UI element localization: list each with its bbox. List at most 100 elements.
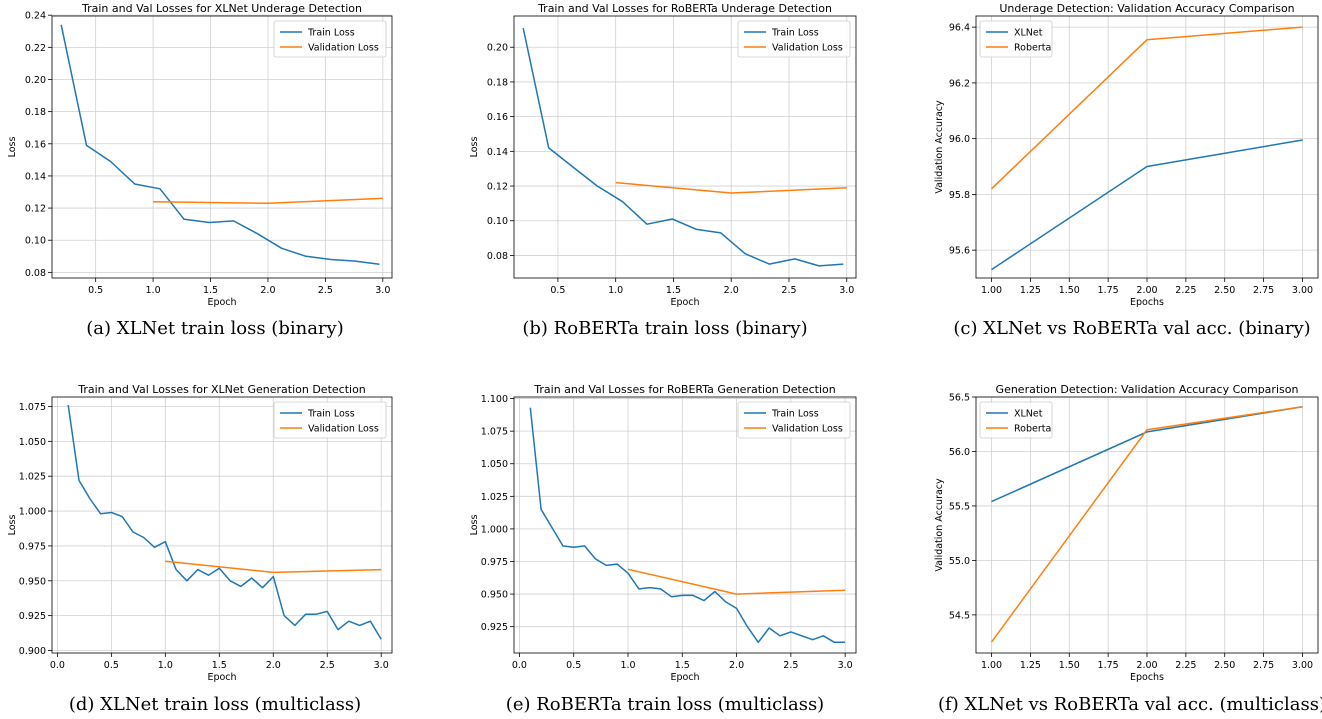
chart-a-xlabel: Epoch [207,297,236,308]
chart-b-legend-label-1: Validation Loss [772,43,843,54]
chart-d-ytick-label-1: 0.925 [19,611,46,622]
chart-f: 1.00 1.25 1.50 1.75 2.00 2.25 2.50 2.75 3.00 54.5… [934,383,1319,683]
chart-d-ytick-label-5: 1.025 [19,472,46,483]
chart-d-ytick-label-2: 0.950 [19,576,46,587]
chart-e-ytick-label-7: 1.100 [481,394,508,405]
chart-c-xtick-label-4: 2.00 [1136,285,1157,296]
chart-a-ytick-label-4: 0.16 [25,139,46,150]
chart-a-xtick-label-0: 0.5 [88,285,103,296]
chart-d-ytick-label-6: 1.050 [19,437,46,448]
chart-a-series-0-line [60,24,380,266]
chart-e-xtick-label-4: 2.0 [729,660,744,671]
chart-f-frame [975,396,1319,654]
chart-a-title: Train and Val Losses for XLNet Underage … [81,2,362,15]
chart-a-ytick-label-2: 0.12 [25,204,46,215]
chart-d-series-0-line [67,404,382,640]
chart-b-xtick-label-3: 2.0 [724,285,739,296]
chart-b-ytick-label-6: 0.20 [487,43,508,54]
chart-f-ytick-label-1: 55.0 [949,556,970,567]
chart-c-legend-box [979,20,1053,58]
chart-d-legend-box [273,401,387,439]
chart-f-ytick-label-4: 56.5 [949,393,970,404]
chart-b-title: Train and Val Losses for RoBERTa Underag… [537,2,832,15]
chart-a-frame [51,15,393,279]
chart-b-ytick-label-3: 0.14 [487,147,508,158]
chart-d-xtick-label-0: 0.0 [50,660,65,671]
caption-d: (d) XLNet train loss (multiclass) [68,694,362,715]
chart-d-xlabel: Epoch [207,672,236,683]
chart-b-xtick-label-1: 1.0 [608,285,623,296]
chart-c-ytick-label-2: 96.0 [949,134,970,145]
chart-a: 0.5 1.0 1.5 2.0 2.5 3.0 0.08 0.10 0.12 0.14 0.16 0.… [7,2,393,308]
chart-f-legend-label-0: XLNet [1014,409,1043,420]
chart-f-xtick-label-4: 2.00 [1136,660,1157,671]
chart-b-ylabel: Loss [469,137,480,158]
chart-f-ytick-label-2: 55.5 [949,501,970,512]
chart-f-ytick-label-0: 54.5 [949,610,970,621]
chart-c-ytick-label-4: 96.4 [949,23,970,34]
chart-f-legend-label-1: Roberta [1014,424,1051,435]
chart-e-ylabel: Loss [469,515,480,536]
chart-f-xtick-label-8: 3.00 [1292,660,1313,671]
chart-c-ytick-label-1: 95.8 [949,190,970,201]
chart-e-series-1-line [627,568,846,595]
chart-c-ytick-label-0: 95.6 [949,246,970,257]
chart-a-legend-label-0: Train Loss [307,28,355,39]
chart-b-series-1-line [615,181,847,194]
chart-d-frame [51,396,393,654]
chart-e-ytick-label-2: 0.975 [481,557,508,568]
chart-e-frame [513,396,857,654]
chart-d: 0.0 0.5 1.0 1.5 2.0 2.5 3.0 0.900 0.925 0.950 0.97… [7,383,393,683]
chart-a-ytick-label-0: 0.08 [25,268,46,279]
chart-b-ytick-label-5: 0.18 [487,77,508,88]
chart-f-xtick-label-2: 1.50 [1059,660,1080,671]
chart-b-ytick-label-0: 0.08 [487,251,508,262]
chart-a-ytick-label-5: 0.18 [25,107,46,118]
chart-e-ytick-label-3: 1.000 [481,524,508,535]
chart-b-xtick-label-0: 0.5 [550,285,565,296]
chart-b: 0.5 1.0 1.5 2.0 2.5 3.0 0.08 0.10 0.12 0.14 0.16 0.… [469,2,857,308]
chart-f-xtick-label-7: 2.75 [1253,660,1274,671]
chart-d-xtick-label-2: 1.0 [158,660,173,671]
chart-d-xtick-label-1: 0.5 [104,660,119,671]
chart-e-xtick-label-3: 1.5 [675,660,690,671]
chart-f-xtick-label-3: 1.75 [1098,660,1119,671]
caption-c: (c) XLNet vs RoBERTa val acc. (binary) [953,318,1311,339]
chart-d-ytick-label-7: 1.075 [19,402,46,413]
chart-e-legend-label-1: Validation Loss [772,424,843,435]
chart-f-title: Generation Detection: Validation Accurac… [996,383,1299,396]
chart-d-legend-label-1: Validation Loss [308,424,379,435]
chart-a-xtick-label-2: 1.5 [203,285,218,296]
caption-f: (f) XLNet vs RoBERTa val acc. (multiclas… [938,694,1322,715]
chart-f-legend-box [979,401,1053,439]
chart-a-legend-label-1: Validation Loss [308,43,379,54]
chart-d-xtick-label-4: 2.0 [266,660,281,671]
chart-d-ytick-label-4: 1.000 [19,507,46,518]
chart-a-series-1-line [153,197,383,205]
chart-e-ytick-label-6: 1.075 [481,427,508,438]
chart-e-series-0-line [529,407,846,644]
chart-f-ytick-label-3: 56.0 [949,447,970,458]
chart-c-xtick-label-6: 2.50 [1214,285,1235,296]
chart-f-xtick-label-1: 1.25 [1020,660,1041,671]
chart-c-ylabel: Validation Accuracy [934,100,945,194]
chart-a-ytick-label-3: 0.14 [25,171,46,182]
chart-f-xtick-label-5: 2.25 [1175,660,1196,671]
chart-b-xlabel: Epoch [670,297,699,308]
chart-c-legend-label-1: Roberta [1014,43,1051,54]
chart-c-xtick-label-2: 1.50 [1059,285,1080,296]
chart-c-xtick-label-8: 3.00 [1292,285,1313,296]
chart-e-ytick-label-5: 1.050 [481,459,508,470]
chart-a-ytick-label-8: 0.24 [25,11,46,22]
chart-d-legend-label-0: Train Loss [307,409,355,420]
chart-e-xtick-label-6: 3.0 [838,660,853,671]
chart-e-legend-label-0: Train Loss [771,409,819,420]
chart-b-ytick-label-4: 0.16 [487,112,508,123]
chart-b-xtick-label-4: 2.5 [781,285,796,296]
chart-b-xtick-label-5: 3.0 [839,285,854,296]
chart-d-ytick-label-0: 0.900 [19,646,46,657]
chart-e-legend-box [737,401,851,439]
chart-d-xtick-label-6: 3.0 [374,660,389,671]
chart-e-xtick-label-5: 2.5 [783,660,798,671]
